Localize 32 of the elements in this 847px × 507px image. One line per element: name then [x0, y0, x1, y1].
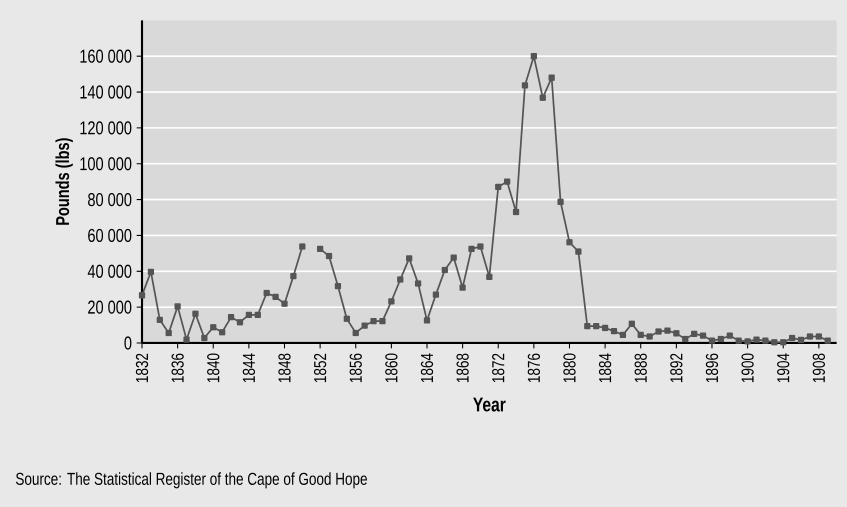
- x-tick-label: 1860: [385, 354, 398, 382]
- y-tick-label: 20 000: [88, 300, 132, 314]
- x-tick-label: 1848: [278, 354, 291, 382]
- x-tick-label: 1892: [670, 354, 682, 382]
- x-tick-label: 1864: [420, 353, 434, 382]
- y-tick-label: 0: [124, 336, 132, 350]
- source-note: Source: The Statistical Register of the Cape of Good Hope: [16, 472, 367, 488]
- x-tick-label: 1876: [528, 354, 540, 382]
- x-tick-label: 1884: [598, 353, 612, 382]
- y-tick-label: 140 000: [80, 85, 132, 99]
- x-tick-label: 1880: [563, 354, 576, 382]
- x-tick-label: 1868: [456, 354, 469, 382]
- x-tick-label: 1844: [242, 353, 256, 382]
- x-tick-label: 1900: [741, 354, 754, 382]
- y-tick-label: 120 000: [80, 121, 132, 134]
- x-tick-label: 1856: [350, 354, 362, 382]
- x-axis-title: Year: [473, 398, 506, 412]
- x-tick-label: 1836: [171, 354, 184, 382]
- x-tick-label: 1840: [207, 354, 220, 382]
- x-tick-label: 1872: [492, 354, 504, 382]
- y-tick-label: 40 000: [88, 264, 132, 278]
- y-tick-label: 100 000: [80, 157, 132, 170]
- x-tick-label: 1908: [812, 354, 825, 382]
- x-tick-label: 1904: [777, 353, 790, 382]
- x-tick-label: 1832: [136, 354, 148, 382]
- y-tick-label: 160 000: [80, 50, 132, 63]
- y-tick-label: 60 000: [88, 228, 132, 242]
- x-tick-label: 1896: [706, 354, 718, 382]
- x-tick-label: 1888: [634, 354, 647, 382]
- y-axis-title: Pounds (lbs): [55, 138, 73, 225]
- x-tick-label: 1852: [314, 354, 326, 382]
- y-tick-label: 80 000: [88, 192, 132, 206]
